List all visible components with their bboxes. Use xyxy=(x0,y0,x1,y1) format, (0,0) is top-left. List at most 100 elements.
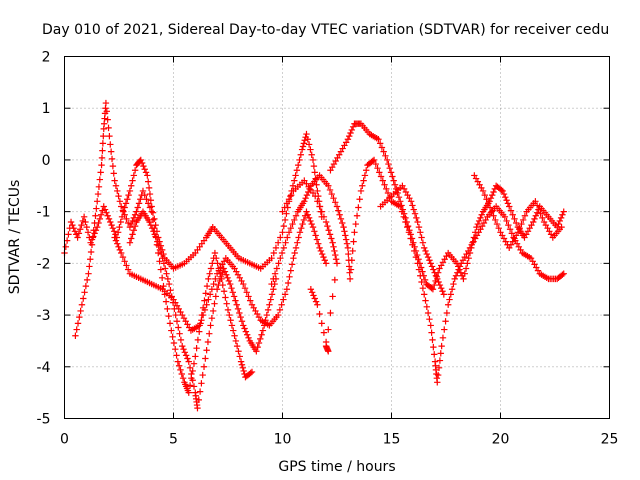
data-point xyxy=(280,244,288,252)
data-point xyxy=(93,205,100,212)
data-point xyxy=(73,326,80,333)
data-point xyxy=(322,218,330,226)
data-point xyxy=(288,191,295,199)
data-point xyxy=(350,238,357,245)
data-point xyxy=(431,269,438,276)
data-point xyxy=(270,249,277,257)
data-point xyxy=(315,240,322,247)
data-point xyxy=(512,219,520,227)
data-point xyxy=(192,353,199,360)
data-point xyxy=(94,190,102,198)
data-point xyxy=(348,257,356,264)
data-point xyxy=(111,234,118,241)
data-point xyxy=(97,211,105,218)
data-point xyxy=(470,234,478,241)
data-point xyxy=(303,208,310,215)
data-point xyxy=(404,222,412,230)
data-point xyxy=(430,266,437,273)
data-point xyxy=(104,116,111,123)
data-point xyxy=(376,140,384,147)
data-point xyxy=(115,243,122,251)
data-point xyxy=(100,132,107,140)
data-point xyxy=(468,244,475,252)
data-point xyxy=(116,246,124,254)
data-point xyxy=(409,202,416,209)
data-point xyxy=(156,258,163,265)
data-point xyxy=(283,210,290,217)
data-point xyxy=(422,297,429,304)
data-point xyxy=(325,348,332,355)
data-point xyxy=(185,389,192,396)
data-point xyxy=(237,313,244,321)
data-point xyxy=(435,278,442,286)
data-point xyxy=(448,286,456,293)
data-point xyxy=(173,318,181,325)
data-point xyxy=(539,214,546,222)
data-point xyxy=(521,212,529,219)
data-point xyxy=(148,224,156,232)
data-point xyxy=(194,404,201,412)
data-point xyxy=(116,198,124,205)
grid xyxy=(64,56,610,419)
data-point xyxy=(331,276,339,284)
x-tick-label: 15 xyxy=(383,432,401,448)
data-point xyxy=(159,254,166,262)
series-sat-f xyxy=(327,120,567,293)
data-point xyxy=(94,198,101,205)
data-point xyxy=(305,214,313,222)
data-point xyxy=(490,212,497,219)
data-point xyxy=(245,293,252,300)
data-point xyxy=(288,261,296,268)
data-point xyxy=(131,167,139,174)
series-sat-g xyxy=(279,172,565,355)
data-point xyxy=(283,200,291,207)
data-point xyxy=(303,130,310,138)
data-point xyxy=(419,239,427,246)
data-point xyxy=(289,220,296,228)
data-point xyxy=(114,187,121,195)
data-point xyxy=(94,223,101,231)
data-point xyxy=(234,305,242,313)
data-point xyxy=(137,156,144,164)
data-point xyxy=(291,249,298,257)
data-point xyxy=(112,182,120,189)
data-point xyxy=(241,325,248,332)
data-point xyxy=(117,218,124,226)
data-point xyxy=(318,208,325,215)
data-point xyxy=(224,274,231,282)
data-point xyxy=(478,211,485,218)
data-point xyxy=(189,377,196,384)
data-point xyxy=(486,204,494,211)
series-sat-a xyxy=(61,130,325,272)
data-point xyxy=(308,151,315,158)
data-point xyxy=(271,270,279,277)
data-point xyxy=(65,231,72,238)
data-point xyxy=(203,282,211,290)
data-point xyxy=(141,166,148,173)
data-point xyxy=(421,276,429,284)
data-point xyxy=(96,176,104,183)
data-point xyxy=(109,162,117,170)
y-tick-label: 2 xyxy=(42,50,51,66)
data-point xyxy=(164,305,171,313)
data-point xyxy=(91,230,98,237)
data-point xyxy=(410,239,417,246)
data-point xyxy=(72,332,79,339)
data-point xyxy=(346,132,353,140)
data-point xyxy=(489,191,496,199)
data-point xyxy=(311,169,318,176)
data-point xyxy=(217,273,225,281)
data-point xyxy=(266,301,273,308)
data-point xyxy=(353,212,361,219)
data-point xyxy=(258,331,265,338)
data-point xyxy=(254,343,261,351)
x-tick-label: 10 xyxy=(274,432,292,448)
plot-border xyxy=(64,56,610,419)
data-point xyxy=(165,312,172,320)
data-point xyxy=(226,311,233,319)
data-point xyxy=(361,172,369,179)
data-point xyxy=(130,227,138,234)
data-point xyxy=(291,177,298,184)
data-point xyxy=(439,334,447,342)
data-point xyxy=(325,182,332,189)
